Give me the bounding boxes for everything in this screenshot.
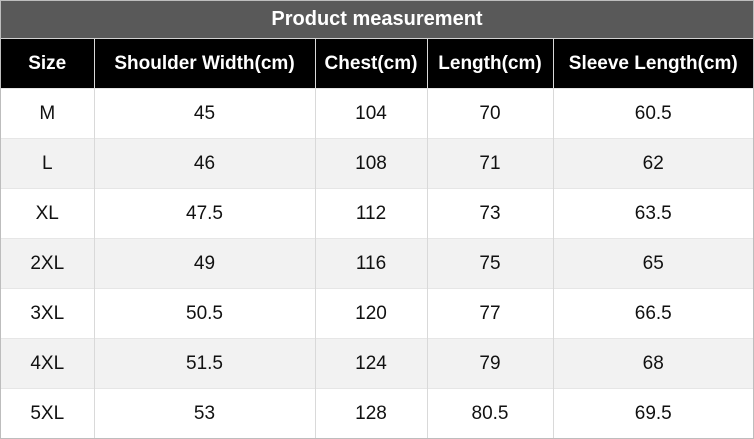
measurement-cell: 75 bbox=[426, 238, 553, 289]
column-header: Length(cm) bbox=[426, 39, 553, 89]
column-header: Shoulder Width(cm) bbox=[93, 39, 315, 89]
measurement-cell: 66.5 bbox=[552, 288, 753, 339]
measurement-cell: 80.5 bbox=[426, 388, 553, 438]
table-row: XL 47.5 112 73 63.5 bbox=[1, 188, 753, 239]
measurement-cell: 68 bbox=[552, 338, 753, 389]
column-header: Sleeve Length(cm) bbox=[552, 39, 753, 89]
table-row: L 46 108 71 62 bbox=[1, 138, 753, 189]
table-row: 2XL 49 116 75 65 bbox=[1, 238, 753, 289]
measurement-cell: 124 bbox=[314, 338, 427, 389]
table-row: 5XL 53 128 80.5 69.5 bbox=[1, 388, 753, 438]
measurement-cell: 60.5 bbox=[552, 88, 753, 139]
measurement-cell: 104 bbox=[314, 88, 427, 139]
table-body: M 45 104 70 60.5 L 46 108 71 62 XL 47.5 112 73 63.5 2XL… bbox=[1, 88, 753, 438]
measurement-cell: 51.5 bbox=[93, 338, 315, 389]
table-title: Product measurement bbox=[1, 1, 753, 39]
measurement-cell: 71 bbox=[426, 138, 553, 189]
column-header: Chest(cm) bbox=[314, 39, 427, 89]
size-cell: M bbox=[1, 88, 94, 139]
size-cell: 2XL bbox=[1, 238, 94, 289]
measurement-cell: 62 bbox=[552, 138, 753, 189]
column-header: Size bbox=[1, 39, 94, 89]
size-cell: 5XL bbox=[1, 388, 94, 438]
size-cell: 3XL bbox=[1, 288, 94, 339]
table-row: M 45 104 70 60.5 bbox=[1, 88, 753, 139]
measurement-cell: 45 bbox=[93, 88, 315, 139]
measurement-cell: 47.5 bbox=[93, 188, 315, 239]
measurement-cell: 70 bbox=[426, 88, 553, 139]
size-cell: L bbox=[1, 138, 94, 189]
size-cell: 4XL bbox=[1, 338, 94, 389]
size-cell: XL bbox=[1, 188, 94, 239]
measurement-cell: 112 bbox=[314, 188, 427, 239]
measurement-cell: 49 bbox=[93, 238, 315, 289]
measurement-cell: 77 bbox=[426, 288, 553, 339]
measurement-cell: 73 bbox=[426, 188, 553, 239]
measurement-cell: 50.5 bbox=[93, 288, 315, 339]
measurement-cell: 65 bbox=[552, 238, 753, 289]
table-row: 3XL 50.5 120 77 66.5 bbox=[1, 288, 753, 339]
measurement-cell: 79 bbox=[426, 338, 553, 389]
measurement-cell: 53 bbox=[93, 388, 315, 438]
measurement-cell: 128 bbox=[314, 388, 427, 438]
table-row: 4XL 51.5 124 79 68 bbox=[1, 338, 753, 389]
measurement-cell: 63.5 bbox=[552, 188, 753, 239]
measurement-cell: 120 bbox=[314, 288, 427, 339]
measurement-cell: 116 bbox=[314, 238, 427, 289]
measurement-cell: 108 bbox=[314, 138, 427, 189]
measurement-cell: 46 bbox=[93, 138, 315, 189]
header-row: Size Shoulder Width(cm) Chest(cm) Length(cm… bbox=[1, 39, 753, 89]
measurement-cell: 69.5 bbox=[552, 388, 753, 438]
measurement-table: Size Shoulder Width(cm) Chest(cm) Length(cm… bbox=[1, 39, 753, 438]
